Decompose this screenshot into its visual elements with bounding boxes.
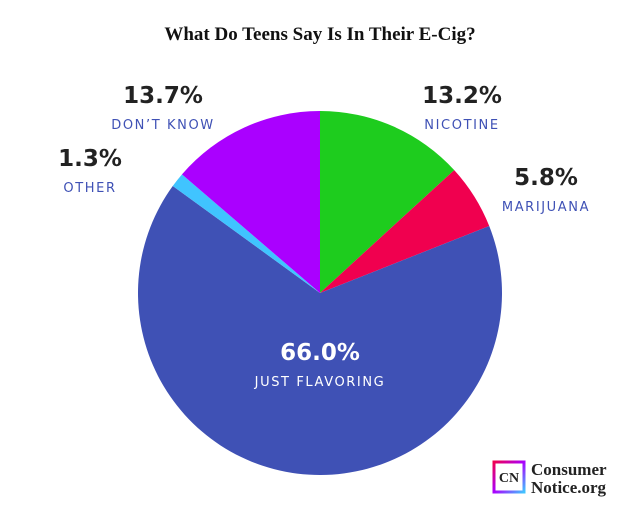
value-label: 66.0%: [280, 340, 360, 366]
category-label: NICOTINE: [424, 118, 499, 133]
value-label: 13.7%: [123, 83, 203, 109]
logo-line: Consumer: [531, 460, 607, 479]
value-label: 5.8%: [514, 165, 578, 191]
category-label: DON’T KNOW: [111, 118, 215, 133]
logo: CN Consumer Notice.org: [492, 460, 607, 497]
pie-slice: [320, 111, 455, 293]
pie-slice: [172, 174, 320, 293]
category-label: OTHER: [63, 181, 116, 196]
logo-line: Notice.org: [531, 478, 607, 497]
pie-slice: [138, 186, 502, 476]
value-label: 1.3%: [58, 146, 122, 172]
value-label: 13.2%: [422, 83, 502, 109]
logo-box: [492, 460, 526, 494]
category-label: JUST FLAVORING: [254, 375, 386, 390]
logo-mark: CN: [499, 471, 519, 486]
pie-slice: [320, 170, 490, 293]
category-label: MARIJUANA: [502, 200, 590, 215]
pie-slice: [181, 111, 320, 293]
chart-title: What Do Teens Say Is In Their E-Cig?: [164, 24, 475, 45]
